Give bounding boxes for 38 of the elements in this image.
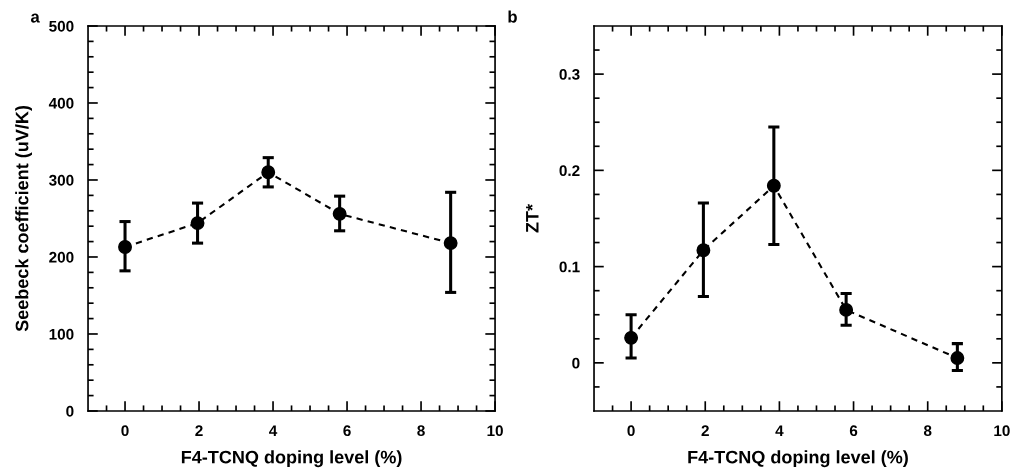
y-axis-title: ZT* bbox=[526, 203, 539, 233]
y-tick-label: 0.1 bbox=[559, 261, 580, 273]
x-tick-label: 6 bbox=[343, 425, 351, 437]
point bbox=[624, 330, 639, 345]
y-tick-label: 400 bbox=[48, 97, 74, 109]
point bbox=[190, 216, 205, 231]
x-tick-label: 0 bbox=[627, 425, 635, 437]
point bbox=[766, 178, 781, 193]
y-tick-label: 100 bbox=[49, 328, 74, 340]
x-axis-title: F4-TCNQ doping level (%) bbox=[181, 450, 402, 468]
point bbox=[950, 351, 965, 365]
text: a bbox=[30, 13, 40, 23]
x-tick-label: 10 bbox=[487, 425, 503, 437]
x-tick-label: 2 bbox=[195, 425, 203, 436]
point bbox=[261, 165, 276, 180]
y-tick-label: 500 bbox=[49, 20, 74, 32]
point bbox=[118, 240, 132, 254]
y-tick-label: 0 bbox=[572, 357, 580, 369]
y-tick-label: 0 bbox=[66, 405, 74, 417]
y-tick-label: 200 bbox=[49, 251, 74, 263]
x-axis-title: F4-TCNQ doping level (%) bbox=[688, 450, 908, 468]
x-tick-label: 4 bbox=[775, 425, 784, 436]
y-tick-label: 0.3 bbox=[559, 68, 580, 80]
y-axis-title: Seebeck coefficient (uV/K) bbox=[15, 105, 32, 332]
x-tick-label: 0 bbox=[121, 425, 129, 437]
point bbox=[839, 302, 854, 317]
text: b bbox=[508, 10, 517, 23]
x-tick-label: 8 bbox=[923, 425, 932, 437]
y-tick-label: 0.2 bbox=[559, 165, 580, 177]
point bbox=[696, 243, 711, 258]
x-tick-label: 10 bbox=[994, 425, 1010, 437]
x-tick-label: 2 bbox=[701, 425, 709, 436]
x-tick-label: 4 bbox=[269, 425, 278, 436]
y-tick-label: 300 bbox=[49, 174, 74, 186]
x-tick-label: 8 bbox=[417, 425, 425, 437]
point bbox=[443, 236, 458, 251]
x-tick-label: 6 bbox=[849, 425, 858, 437]
point bbox=[332, 206, 347, 221]
